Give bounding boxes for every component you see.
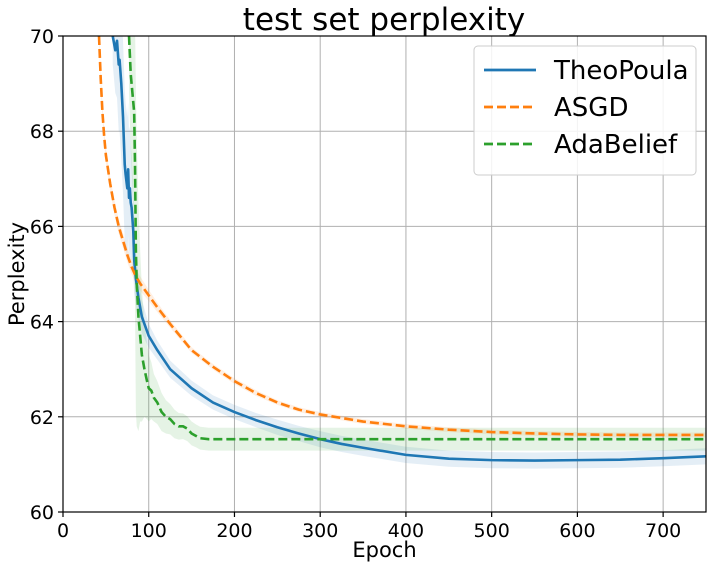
legend: TheoPoula ASGD AdaBelief xyxy=(473,45,697,176)
plot-frame xyxy=(62,35,707,513)
y-tick-label-66: 66 xyxy=(30,216,54,238)
y-tick-label-68: 68 xyxy=(30,121,54,143)
x-tick-label-300: 300 xyxy=(302,520,338,542)
x-tick-label-500: 500 xyxy=(474,520,510,542)
y-axis-label: Perplexity xyxy=(5,222,29,326)
axis-ticks: 0 100 200 300 400 500 600 700 60 62 64 66 68 70 xyxy=(30,26,681,542)
x-tick-label-700: 700 xyxy=(645,520,681,542)
x-tick-label-100: 100 xyxy=(131,520,167,542)
y-tick-label-70: 70 xyxy=(30,26,54,48)
series-line-asgd xyxy=(97,36,706,437)
series-line-theopoula xyxy=(111,36,706,462)
x-tick-label-600: 600 xyxy=(559,520,595,542)
y-tick-label-60: 60 xyxy=(30,502,54,524)
x-tick-label-0: 0 xyxy=(57,520,69,542)
legend-label-adabelief: AdaBelief xyxy=(554,130,678,160)
x-tick-label-400: 400 xyxy=(388,520,424,542)
x-axis-label: Epoch xyxy=(352,538,416,562)
x-tick-label-200: 200 xyxy=(216,520,252,542)
legend-label-asgd: ASGD xyxy=(554,93,628,123)
series-line-adabelief xyxy=(127,36,706,441)
legend-label-theopoula: TheoPoula xyxy=(553,56,689,86)
y-tick-label-64: 64 xyxy=(30,312,54,334)
chart-title: test set perplexity xyxy=(243,2,525,38)
y-tick-label-62: 62 xyxy=(30,407,54,429)
series-lines xyxy=(97,36,706,462)
